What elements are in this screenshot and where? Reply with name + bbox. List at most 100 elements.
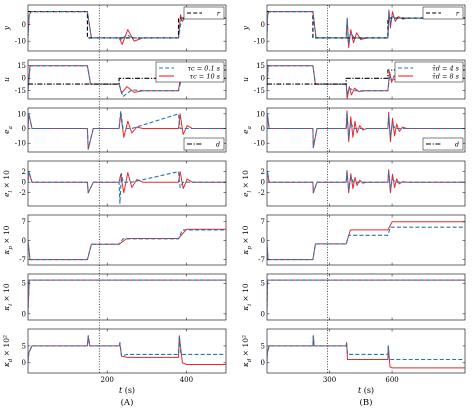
y-tick-label: 7 — [261, 218, 265, 226]
plot-content — [28, 279, 226, 314]
legend-label: τ̄d = 4 s — [432, 64, 460, 72]
legend: d — [183, 137, 225, 151]
series-line — [28, 11, 226, 41]
legend-label: τc = 10 s — [190, 72, 221, 80]
legend: r — [183, 6, 225, 20]
y-tick-label: 5 — [261, 342, 265, 350]
y-tick-label: 0 — [22, 21, 26, 29]
y-tick-label: -2 — [19, 189, 26, 197]
y-tick-label: 5 — [22, 280, 26, 288]
panel-label: (A) — [121, 397, 134, 408]
plot-area — [266, 160, 466, 207]
series-line — [28, 279, 226, 314]
y-tick-label: 15 — [256, 62, 265, 70]
plot-content — [267, 169, 465, 194]
y-axis-label: κd × 10² — [241, 335, 253, 368]
y-tick-label: -7 — [258, 256, 265, 264]
series-line — [267, 171, 465, 194]
subplot: 5 0 κd × 10² — [241, 328, 466, 374]
y-tick-label: 2 — [261, 168, 265, 176]
series-line — [267, 111, 465, 149]
legend-label: d — [455, 140, 459, 148]
plot-area — [266, 328, 466, 374]
series-line — [28, 229, 226, 261]
series-line — [267, 226, 465, 261]
plot-area — [27, 160, 227, 207]
y-tick-label: 15 — [17, 62, 26, 70]
y-axis-label: κd × 10² — [2, 335, 14, 368]
y-axis-label: κi × 10 — [2, 283, 14, 312]
subplot: 7 0 -7 κp × 10 — [2, 214, 227, 266]
x-tick-label: 600 — [385, 376, 398, 384]
series-line — [267, 279, 465, 314]
y-tick-label: 5 — [261, 280, 265, 288]
legend: τ̄d = 4 sτ̄d = 8 s — [394, 61, 464, 83]
y-axis-label: κp × 10 — [2, 225, 14, 255]
panel-label: (B) — [360, 397, 373, 408]
legend-box — [183, 6, 225, 20]
y-tick-label: 10 — [17, 110, 26, 118]
series-line — [267, 65, 465, 99]
y-tick-label: 0 — [22, 75, 26, 83]
subplot: 2 0 -2 el × 10 — [241, 160, 466, 207]
plot-content — [28, 171, 226, 204]
y-tick-label: -15 — [254, 87, 265, 95]
series-line — [267, 335, 465, 363]
y-tick-label: 0 — [261, 75, 265, 83]
subplot: 2 0 -2 el × 10 — [2, 160, 227, 207]
x-tick-label: 200 — [101, 376, 114, 384]
y-tick-label: 0 — [22, 125, 26, 133]
plot-area — [27, 273, 227, 321]
y-tick-label: 7 — [22, 218, 26, 226]
plot-content — [28, 110, 226, 150]
plot-area — [266, 273, 466, 321]
y-axis-label: el × 10 — [241, 170, 253, 197]
plot-area — [266, 107, 466, 153]
y-axis-label: ea — [241, 126, 253, 134]
legend-label: d — [216, 140, 220, 148]
legend-label: τ̄d = 8 s — [432, 72, 460, 80]
y-tick-label: 10 — [256, 110, 265, 118]
y-tick-label: 0 — [22, 310, 26, 318]
y-tick-label: -10 — [15, 38, 26, 46]
subplot: 0 -10 y r — [241, 4, 466, 52]
series-line — [28, 171, 226, 204]
y-axis-label: κp × 10 — [241, 225, 253, 255]
y-axis-label: y — [241, 25, 250, 31]
legend-box — [422, 6, 464, 20]
subplot: 0 -10 y r — [2, 4, 227, 52]
y-tick-label: -10 — [15, 140, 26, 148]
series-line — [28, 113, 226, 150]
subplot: 7 0 -7 κp × 10 — [241, 214, 466, 266]
y-tick-label: 2 — [22, 168, 26, 176]
y-axis-label: u — [241, 77, 250, 82]
subplot: 5 0 κi × 10 — [241, 273, 466, 321]
legend: τc = 0.1 sτc = 10 s — [155, 61, 225, 83]
x-tick-label: 400 — [180, 376, 193, 384]
plot-content — [28, 228, 226, 261]
y-axis-label: u — [2, 77, 11, 82]
x-tick-label: 300 — [323, 376, 336, 384]
legend-box — [183, 137, 225, 151]
y-tick-label: 0 — [22, 179, 26, 187]
plot-area — [27, 214, 227, 266]
plot-content — [267, 9, 465, 49]
plot-content — [267, 110, 465, 149]
x-axis-label: t (s) — [119, 386, 135, 395]
legend-box — [394, 61, 464, 83]
y-axis-label: el × 10 — [2, 170, 14, 197]
y-tick-label: -15 — [15, 87, 26, 95]
plot-area — [27, 328, 227, 374]
plot-content — [267, 335, 465, 369]
legend: d — [422, 137, 464, 151]
y-axis-label: ea — [2, 126, 14, 134]
y-tick-label: 0 — [261, 237, 265, 245]
y-tick-label: 0 — [22, 359, 26, 367]
legend: r — [422, 6, 464, 20]
subplot: 5 0 κi × 10 — [2, 273, 227, 321]
legend-box — [155, 61, 225, 83]
series-line — [28, 11, 226, 39]
